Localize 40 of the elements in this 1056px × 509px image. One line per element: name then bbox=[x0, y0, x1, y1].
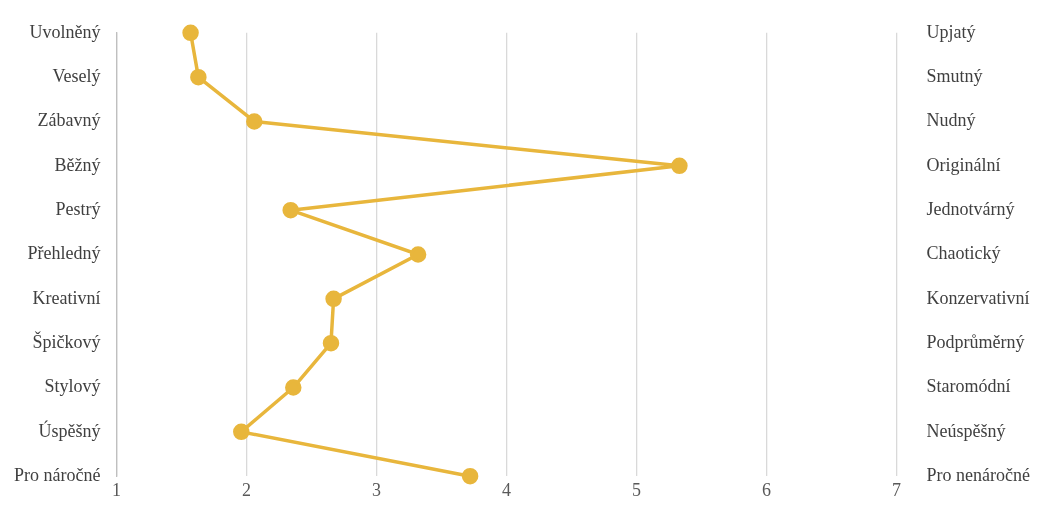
y2-tick-label: Chaotický bbox=[926, 243, 1001, 264]
point bbox=[282, 201, 299, 219]
y-tick-label: Běžný bbox=[54, 154, 101, 175]
point bbox=[285, 379, 302, 396]
y2-tick-label: Neúspěšný bbox=[926, 420, 1006, 441]
x-tick-label: 7 bbox=[892, 479, 902, 500]
point bbox=[233, 423, 250, 441]
x-tick-label: 3 bbox=[371, 479, 381, 500]
y-tick-label: Špičkový bbox=[32, 330, 101, 352]
x-tick-label: 2 bbox=[241, 479, 251, 500]
y2-tick-label: Podprůměrný bbox=[926, 331, 1025, 352]
x-tick-label: 1 bbox=[111, 479, 121, 500]
y-tick-label: Pro náročné bbox=[14, 464, 101, 485]
y2-tick-label: Upjatý bbox=[926, 21, 976, 42]
point bbox=[461, 467, 479, 485]
y-tick-label: Uvolněný bbox=[29, 21, 101, 42]
y2-tick-label: Konzervativní bbox=[926, 287, 1030, 308]
point bbox=[246, 113, 263, 130]
y2-tick-label: Jednotvárný bbox=[926, 198, 1015, 219]
point bbox=[409, 246, 427, 263]
y-tick-label: Úspěšný bbox=[38, 419, 101, 441]
point bbox=[325, 290, 342, 308]
y2-tick-label: Nudný bbox=[926, 110, 976, 131]
y2-tick-label: Staromódní bbox=[926, 376, 1011, 397]
x-tick-label: 4 bbox=[502, 479, 512, 500]
y-tick-label: Zábavný bbox=[37, 110, 101, 131]
y2-tick-label: Pro nenáročné bbox=[926, 464, 1031, 485]
point bbox=[190, 68, 207, 86]
y2-tick-label: Originální bbox=[926, 154, 1001, 175]
y-tick-label: Pestrý bbox=[55, 198, 101, 219]
y2-tick-label: Smutný bbox=[926, 65, 983, 86]
x-tick-label: 5 bbox=[632, 479, 642, 500]
y-tick-label: Kreativní bbox=[32, 287, 101, 308]
point bbox=[322, 334, 340, 352]
x-tick-label: 6 bbox=[762, 479, 772, 500]
y-tick-label: Přehledný bbox=[27, 243, 101, 264]
point bbox=[182, 24, 199, 42]
y-tick-label: Stylový bbox=[44, 376, 101, 397]
point bbox=[671, 157, 688, 175]
y-tick-label: Veselý bbox=[52, 65, 101, 86]
